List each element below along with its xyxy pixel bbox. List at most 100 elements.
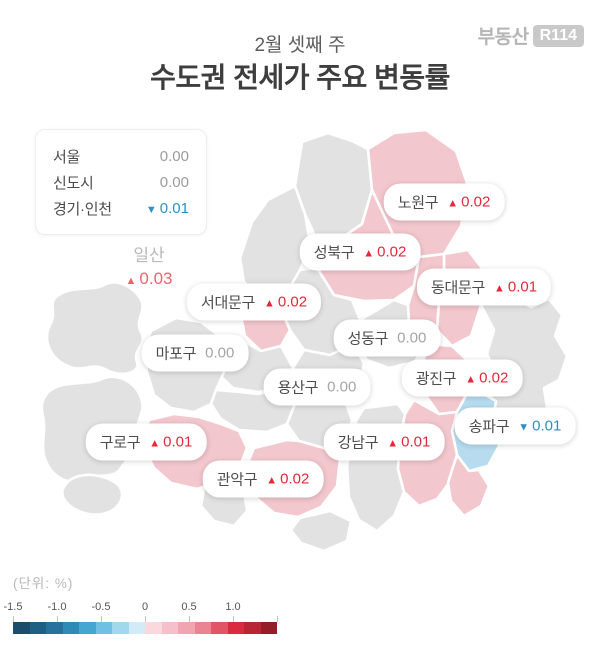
map-label-gwanak: 관악구 ▲ 0.02 xyxy=(202,460,324,498)
scale-tick-label: -1.5 xyxy=(3,601,23,613)
scale-tick-mark xyxy=(145,616,146,622)
scale-color-segment xyxy=(62,622,79,634)
map-label-mapo: 마포구 0.00 xyxy=(141,334,249,372)
summary-label: 서울 xyxy=(53,148,81,166)
scale-color-segment xyxy=(178,622,195,634)
scale-color-segment xyxy=(260,622,277,634)
district-name: 관악구 xyxy=(216,471,258,489)
district-value: ▲ 0.02 xyxy=(447,193,491,211)
district-value: 0.00 xyxy=(205,344,235,362)
district-value: ▲ 0.02 xyxy=(266,470,310,488)
down-triangle-icon: ▼ xyxy=(518,421,530,434)
scale-color-segment xyxy=(29,622,46,634)
map-region-south-center xyxy=(289,509,353,553)
week-subtitle: 2월 셋째 주 xyxy=(254,35,346,56)
brand-logo-badge: R114 xyxy=(532,24,584,47)
scale-tick-label: 0.5 xyxy=(181,601,197,613)
map-label-songpa: 송파구 ▼ 0.01 xyxy=(454,407,576,445)
district-value: ▲ 0.01 xyxy=(493,278,538,296)
scale-tick-label: 1.0 xyxy=(225,601,241,613)
map-region-songpa-south xyxy=(446,453,491,518)
map-label-gwangjin: 광진구 ▲ 0.02 xyxy=(401,359,523,397)
up-triangle-icon: ▲ xyxy=(493,282,505,295)
gyeonggi-regions xyxy=(40,281,144,516)
scale-tick-mark xyxy=(189,616,190,622)
down-triangle-icon: ▼ xyxy=(145,203,157,216)
scale-ticks xyxy=(13,616,293,622)
scale-tick-mark xyxy=(101,616,102,622)
unit-label: (단위: %) xyxy=(13,576,74,591)
district-value: ▼ 0.01 xyxy=(518,417,562,435)
scale-tick-mark xyxy=(13,616,14,622)
map-region-gyeonggi-west-top xyxy=(45,281,144,376)
district-name: 동대문구 xyxy=(430,279,485,297)
up-triangle-icon: ▲ xyxy=(263,297,275,310)
scale-tick-mark xyxy=(57,616,58,622)
map-label-ilsan: 일산 ▲ 0.03 xyxy=(126,245,173,291)
district-name: 서대문구 xyxy=(200,294,255,312)
district-name: 송파구 xyxy=(468,418,510,436)
district-name: 마포구 xyxy=(155,345,197,363)
map-label-seongdong: 성동구 0.00 xyxy=(333,319,441,357)
scale-color-segment xyxy=(46,622,63,634)
color-scale-bar xyxy=(13,622,277,634)
up-triangle-icon: ▲ xyxy=(125,275,137,287)
district-value: ▲ 0.02 xyxy=(465,369,509,387)
map-label-gangnam: 강남구 ▲ 0.01 xyxy=(323,423,445,461)
up-triangle-icon: ▲ xyxy=(266,474,278,487)
scale-color-segment xyxy=(211,622,228,634)
up-triangle-icon: ▲ xyxy=(447,197,459,210)
up-triangle-icon: ▲ xyxy=(149,437,161,450)
summary-row-newtown: 신도시 0.00 xyxy=(53,169,189,195)
district-name: 일산 xyxy=(133,246,165,266)
map-label-dongdaemun: 동대문구 ▲ 0.01 xyxy=(416,268,552,306)
scale-color-segment xyxy=(161,622,178,634)
summary-value: 0.00 xyxy=(159,147,189,165)
scale-color-segment xyxy=(79,622,96,634)
district-value: ▲ 0.01 xyxy=(387,433,431,451)
district-name: 노원구 xyxy=(397,194,439,212)
scale-color-segment xyxy=(227,622,244,634)
district-value: ▲ 0.03 xyxy=(125,269,173,288)
map-region-gyeonggi-west-bottom xyxy=(61,473,124,516)
scale-color-segment xyxy=(128,622,145,634)
up-triangle-icon: ▲ xyxy=(387,437,399,450)
district-value: 0.00 xyxy=(397,329,427,347)
summary-box: 서울 0.00 신도시 0.00 경기·인천 ▼ 0.01 xyxy=(35,129,207,235)
scale-tick-mark xyxy=(277,616,278,622)
brand-logo-text: 부동산 xyxy=(477,27,529,48)
scale-tick-labels: -1.5 -1.0 -0.5 0 0.5 1.0 xyxy=(4,601,293,615)
district-name: 용산구 xyxy=(277,379,319,397)
scale-tick-label: 0 xyxy=(141,601,149,613)
district-name: 성동구 xyxy=(347,330,389,348)
summary-value: ▼ 0.01 xyxy=(146,200,189,217)
scale-tick-mark xyxy=(233,616,234,622)
scale-tick-label: -1.0 xyxy=(47,601,67,613)
district-name: 강남구 xyxy=(337,434,379,452)
scale-color-segment xyxy=(194,622,211,634)
map-label-guro: 구로구 ▲ 0.01 xyxy=(85,423,207,461)
district-value: ▲ 0.02 xyxy=(263,293,308,311)
summary-row-seoul: 서울 0.00 xyxy=(53,143,189,169)
up-triangle-icon: ▲ xyxy=(465,373,477,386)
district-name: 구로구 xyxy=(99,434,141,452)
scale-color-segment xyxy=(13,622,30,634)
district-name: 성북구 xyxy=(313,244,355,262)
summary-label: 경기·인천 xyxy=(53,200,112,218)
summary-value-number: 0.01 xyxy=(159,199,189,217)
map-label-seongbuk: 성북구 ▲ 0.02 xyxy=(299,233,421,271)
scale-color-segment xyxy=(244,622,261,634)
page-title: 수도권 전세가 주요 변동률 xyxy=(150,62,450,93)
district-value: ▲ 0.02 xyxy=(363,243,407,261)
map-label-yongsan: 용산구 0.00 xyxy=(263,368,371,406)
brand-logo: 부동산 R114 xyxy=(478,22,584,49)
map-label-nowon: 노원구 ▲ 0.02 xyxy=(383,183,505,221)
scale-color-segment xyxy=(112,622,129,634)
up-triangle-icon: ▲ xyxy=(363,247,375,260)
district-value: ▲ 0.01 xyxy=(149,433,193,451)
map-label-seodaemun: 서대문구 ▲ 0.02 xyxy=(186,283,322,321)
summary-label: 신도시 xyxy=(53,174,94,192)
scale-color-segment xyxy=(95,622,112,634)
